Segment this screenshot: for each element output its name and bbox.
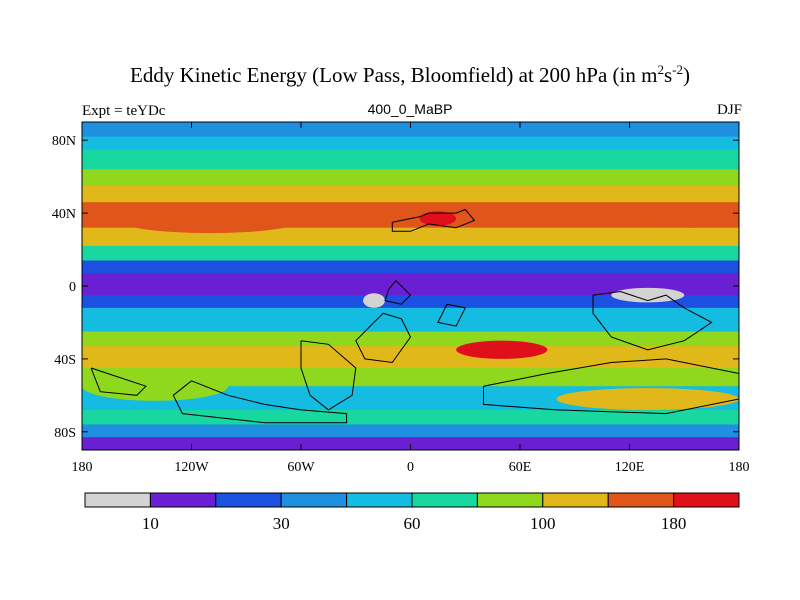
coastline-segment bbox=[300, 340, 357, 411]
colorbar-label: 10 bbox=[142, 514, 159, 533]
field-feature bbox=[611, 287, 685, 303]
field-feature bbox=[456, 340, 548, 359]
field-band bbox=[82, 273, 739, 296]
y-tick-label: 40S bbox=[54, 353, 76, 368]
field-feature bbox=[419, 211, 457, 226]
coastline-segment bbox=[437, 303, 467, 327]
x-tick-label: 180 bbox=[729, 460, 750, 475]
colorbar-label: 180 bbox=[661, 514, 687, 533]
axis-ticks: 180 120W 60W 0 60E 120E 180 80N 40N 0 40S 80S bbox=[52, 122, 750, 475]
field-band bbox=[82, 295, 739, 309]
field-band bbox=[82, 331, 739, 347]
field-band bbox=[82, 245, 739, 261]
colorbar: 10 30 60 100 180 bbox=[84, 492, 740, 533]
season-label: DJF bbox=[716, 102, 742, 118]
colorbar-label: 30 bbox=[273, 514, 290, 533]
field-band bbox=[82, 346, 739, 369]
eke-field bbox=[82, 122, 739, 450]
colorbar-swatch bbox=[542, 492, 609, 508]
colorbar-swatch bbox=[476, 492, 544, 508]
field-band bbox=[82, 437, 739, 450]
colorbar-swatch bbox=[607, 492, 675, 508]
field-band bbox=[82, 185, 739, 203]
field-feature bbox=[638, 205, 739, 228]
field-band bbox=[82, 307, 739, 333]
coastline-segment bbox=[592, 290, 713, 351]
y-tick-label: 0 bbox=[69, 280, 76, 295]
colorbar-swatch bbox=[411, 492, 478, 508]
field-band bbox=[82, 122, 739, 138]
run-label: 400_0_MaBP bbox=[367, 101, 453, 117]
x-tick-label: 180 bbox=[72, 460, 93, 475]
field-feature bbox=[556, 388, 739, 410]
colorbar-swatch bbox=[215, 492, 282, 508]
colorbar-label: 60 bbox=[404, 514, 421, 533]
x-tick-label: 60E bbox=[509, 460, 532, 475]
colorbar-swatch bbox=[149, 492, 217, 508]
map-title: Eddy Kinetic Energy (Low Pass, Bloomfiel… bbox=[130, 62, 690, 87]
field-band bbox=[82, 368, 739, 387]
x-tick-label: 60W bbox=[287, 460, 315, 475]
field-band bbox=[82, 260, 739, 274]
coastline bbox=[90, 208, 739, 424]
y-tick-label: 80S bbox=[54, 426, 76, 441]
experiment-label: Expt = teYDc bbox=[82, 103, 166, 119]
coastline-segment bbox=[355, 312, 412, 364]
field-feature bbox=[363, 293, 385, 308]
x-tick-label: 120W bbox=[174, 460, 209, 475]
coastline-segment bbox=[483, 358, 739, 415]
x-tick-label: 120E bbox=[615, 460, 645, 475]
field-band bbox=[82, 169, 739, 187]
field-band bbox=[82, 149, 739, 170]
field-band bbox=[82, 136, 739, 150]
x-tick-label: 0 bbox=[407, 460, 414, 475]
coastline-segment bbox=[391, 208, 476, 232]
coastline-segment bbox=[384, 279, 412, 305]
field-band bbox=[82, 424, 739, 438]
colorbar-swatch bbox=[84, 492, 151, 508]
colorbar-swatch bbox=[673, 492, 740, 508]
y-tick-label: 80N bbox=[52, 134, 76, 149]
coastline-segment bbox=[172, 380, 348, 424]
field-band bbox=[82, 409, 739, 425]
coastline-segment bbox=[90, 367, 147, 396]
colorbar-label: 100 bbox=[530, 514, 556, 533]
y-tick-label: 40N bbox=[52, 207, 76, 222]
field-band bbox=[82, 227, 739, 247]
field-feature bbox=[118, 207, 301, 234]
colorbar-swatch bbox=[346, 492, 413, 508]
colorbar-swatch bbox=[280, 492, 348, 508]
